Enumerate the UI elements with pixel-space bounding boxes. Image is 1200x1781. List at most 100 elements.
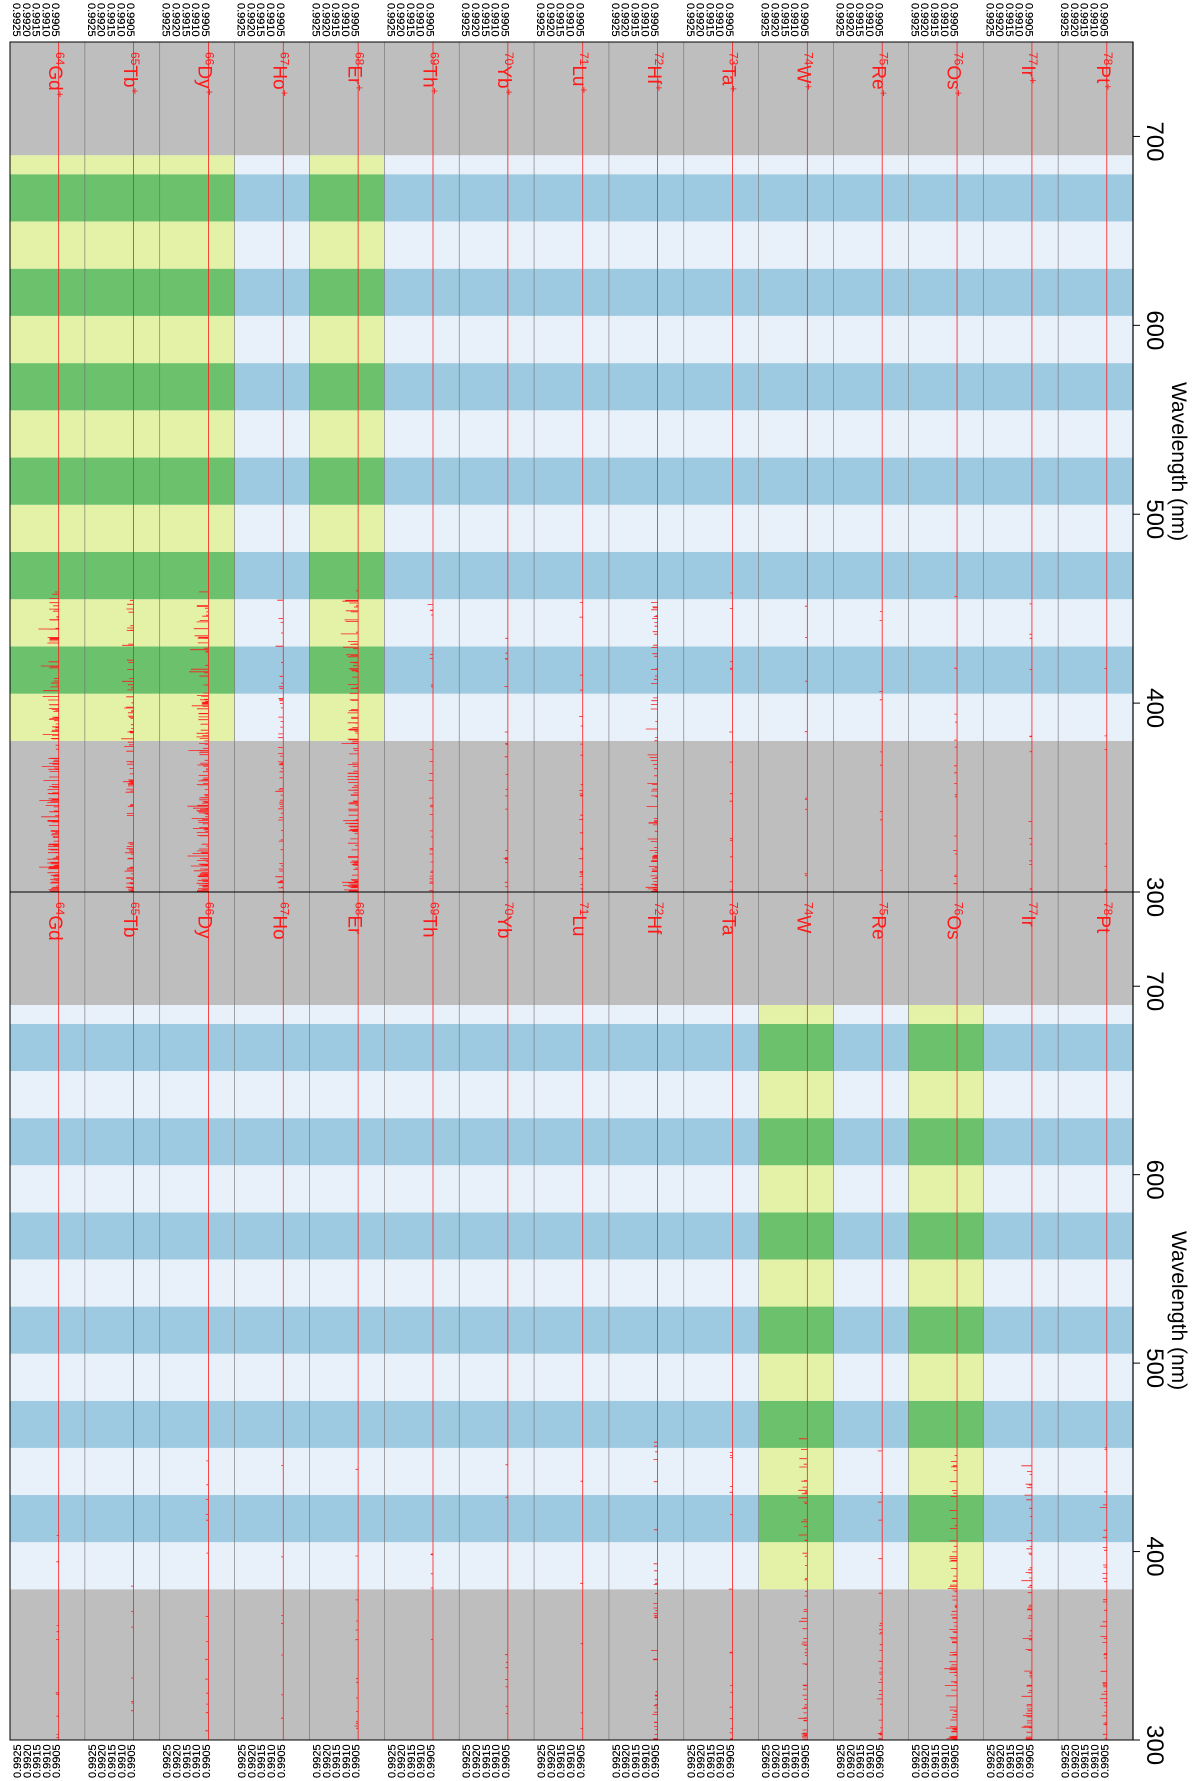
element-label-neutral-hf: 72Hf (643, 902, 666, 935)
stripe-neutral-hf (608, 1212, 684, 1260)
stripe-ion-ir (983, 221, 1059, 269)
stripe-ion-tb (84, 504, 160, 552)
stripe-neutral-ho (234, 1495, 310, 1543)
stripe-ion-lu (534, 457, 609, 505)
transmittance-tick-bottom: 0.9920 (22, 1744, 34, 1778)
ir-region-ion-os (908, 42, 984, 156)
transmittance-tick-bottom: 0.9920 (845, 1744, 857, 1778)
transmittance-tick-bottom: 0.9915 (705, 1744, 717, 1778)
uv-region-ion-ta (683, 740, 759, 892)
spectral-lines-ion-yb (503, 637, 508, 888)
stripe-ion-tb (84, 693, 160, 741)
stripe-neutral-pt (1058, 1542, 1133, 1590)
element-symbol: Hf (643, 915, 664, 935)
stripe-ion-th (384, 315, 460, 364)
transmittance-tick-top: 0.9910 (489, 3, 501, 37)
stripe-neutral-w (758, 1118, 834, 1166)
stripe-ion-yb (459, 599, 535, 647)
transmittance-tick-bottom: 0.9920 (995, 1744, 1007, 1778)
stripe-neutral-er (309, 1212, 385, 1260)
stripe-neutral-tb (84, 1400, 160, 1448)
element-symbol: Ir (1017, 65, 1038, 77)
stripe-neutral-th (384, 1400, 460, 1448)
stripe-ion-th (384, 646, 460, 694)
stripe-ion-tb (84, 268, 160, 316)
transmittance-tick-top: 0.9920 (244, 3, 256, 37)
stripe-ion-gd (10, 693, 85, 741)
stripe-neutral-ho (234, 1259, 310, 1307)
element-label-neutral-yb: 70Yb (493, 902, 516, 939)
transmittance-tick-bottom: 0.9905 (1099, 1744, 1111, 1778)
wavelength-tick-label: 400 (1141, 688, 1168, 728)
transmittance-tick-top: 0.9915 (329, 3, 341, 37)
stripe-neutral-gd (10, 1165, 85, 1213)
transmittance-tick-top: 0.9920 (843, 3, 855, 37)
stripe-neutral-lu (534, 1306, 609, 1354)
stripe-ion-er (309, 457, 385, 505)
stripe-ion-er (309, 410, 385, 458)
transmittance-tick-top: 0.9925 (908, 3, 920, 37)
stripe-ion-os (908, 599, 984, 647)
stripe-ion-ir (983, 693, 1059, 741)
transmittance-tick-bottom: 0.9915 (1005, 1744, 1017, 1778)
transmittance-tick-bottom: 0.9925 (686, 1744, 698, 1778)
stripe-neutral-os (908, 1495, 984, 1543)
transmittance-tick-bottom: 0.9920 (396, 1744, 408, 1778)
stripe-neutral-lu (534, 1165, 609, 1213)
stripe-ion-ho (234, 599, 310, 647)
stripe-ion-er (309, 155, 385, 175)
stripe-ion-ta (683, 599, 759, 647)
transmittance-tick-bottom: 0.9920 (845, 1744, 857, 1778)
transmittance-tick-bottom: 0.9910 (640, 1744, 652, 1778)
stripe-ion-tb (84, 646, 160, 694)
stripe-neutral-pt (1058, 1005, 1133, 1024)
ion-charge: + (876, 90, 890, 97)
transmittance-tick-bottom: 0.9910 (191, 1744, 203, 1778)
atomic-number: 66 (203, 902, 217, 916)
stripe-neutral-er (309, 1071, 385, 1119)
atomic-number: 64 (53, 902, 67, 916)
stripe-neutral-ta (683, 1259, 759, 1307)
stripe-neutral-ho (234, 1005, 310, 1024)
element-label-ion-w: 74W+ (793, 52, 816, 90)
atomic-number: 74 (802, 52, 816, 66)
transmittance-tick-bottom: 0.9915 (855, 1744, 867, 1778)
transmittance-tick-bottom: 0.9925 (311, 1744, 323, 1778)
wavelength-tick-label: 400 (1141, 1537, 1168, 1577)
atomic-number: 69 (427, 52, 441, 66)
stripe-ion-lu (534, 174, 609, 222)
stripe-neutral-gd (10, 1023, 85, 1072)
transmittance-tick-bottom: 0.9920 (172, 1744, 184, 1778)
wavelength-tick-label: 700 (1141, 121, 1168, 161)
stripe-ion-os (908, 174, 984, 222)
stripe-neutral-w (758, 1495, 834, 1543)
uv-region-ion-ho (234, 740, 310, 892)
transmittance-tick-bottom: 0.9925 (461, 1744, 473, 1778)
element-label-ion-lu: 71Lu+ (568, 52, 591, 94)
stripe-ion-ir (983, 155, 1059, 175)
stripe-ion-ta (683, 221, 759, 269)
stripe-neutral-ir (983, 1447, 1059, 1496)
transmittance-tick-bottom: 0.9910 (341, 1744, 353, 1778)
stripe-neutral-dy (159, 1353, 235, 1401)
stripe-neutral-ho (234, 1165, 310, 1213)
transmittance-tick-bottom: 0.9905 (650, 1744, 662, 1778)
stripe-ion-ho (234, 363, 310, 411)
transmittance-tick-top: 0.9915 (479, 3, 491, 37)
stripe-ion-w (758, 410, 834, 458)
transmittance-tick-top: 0.9915 (404, 3, 416, 37)
transmittance-tick-bottom: 0.9910 (416, 1744, 428, 1778)
transmittance-tick-bottom: 0.9905 (426, 1744, 438, 1778)
transmittance-tick-bottom: 0.9920 (97, 1744, 109, 1778)
transmittance-tick-bottom: 0.9905 (351, 1744, 363, 1778)
transmittance-tick-top: 0.9925 (384, 3, 396, 37)
stripe-ion-os (908, 504, 984, 552)
transmittance-tick-top: 0.9915 (104, 3, 116, 37)
stripe-neutral-re (833, 1071, 909, 1119)
atomic-number: 75 (876, 902, 890, 916)
stripe-neutral-ta (683, 1023, 759, 1072)
transmittance-tick-top: 0.9920 (95, 3, 107, 37)
transmittance-tick-bottom: 0.9925 (461, 1744, 473, 1778)
transmittance-tick-top: 0.9915 (1003, 3, 1015, 37)
stripe-neutral-ta (683, 1495, 759, 1543)
